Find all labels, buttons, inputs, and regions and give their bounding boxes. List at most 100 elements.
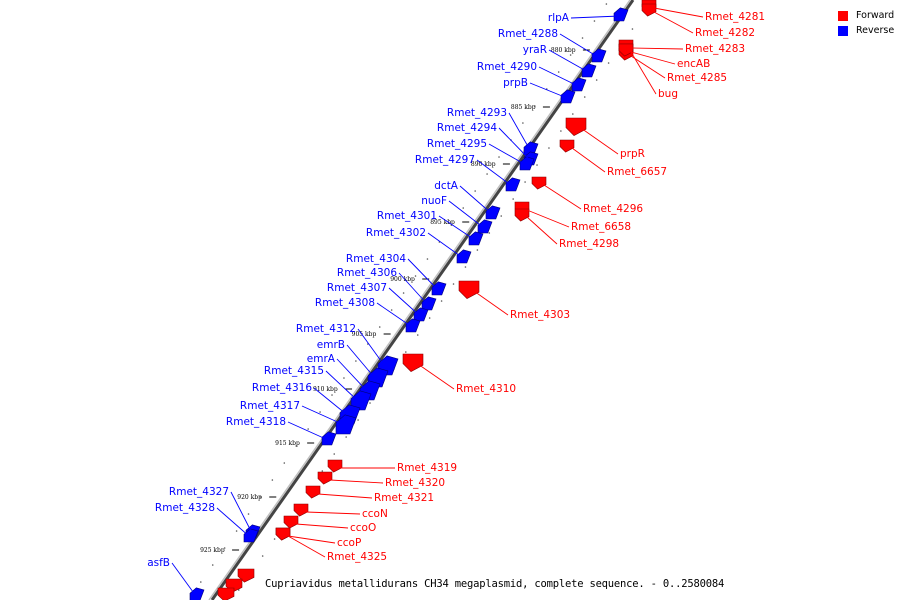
tick-label-920-kbp: 920 kbp: [237, 494, 262, 501]
gene-block-rmet-6657: [559, 139, 575, 153]
tick-label-910-kbp: 910 kbp: [313, 386, 338, 393]
legend-forward: Forward: [838, 8, 894, 23]
legend-forward-label: Forward: [856, 10, 895, 21]
leader-line-prpb: [529, 82, 568, 99]
gene-label-prpb: prpB: [503, 77, 528, 89]
gene-block-rmet-4325: [275, 527, 291, 541]
gene-block-rlpa: [613, 7, 629, 22]
leader-line-rmet-4303: [470, 288, 509, 316]
leader-line-rmet-4321: [317, 493, 373, 499]
gene-label-rmet-4293: Rmet_4293: [447, 107, 507, 119]
footer-caption: Cupriavidus metallidurans CH34 megaplasm…: [265, 578, 725, 590]
reverse-swatch: [838, 25, 848, 36]
leader-line-rmet-4306: [398, 272, 429, 306]
gene-label-ccoo: ccoO: [350, 522, 376, 534]
gene-label-rmet-4328: Rmet_4328: [155, 502, 215, 514]
legend-reverse: Reverse: [838, 23, 894, 38]
leader-line-rmet-4283: [630, 47, 684, 50]
gene-block-rmet-4301: [468, 231, 484, 246]
leader-line-rmet-4304: [407, 258, 439, 291]
tick-label-915-kbp: 915 kbp: [275, 440, 300, 447]
leader-line-rmet-4293: [508, 112, 531, 151]
gene-label-rmet-4310: Rmet_4310: [456, 383, 516, 395]
gene-label-emrb: emrB: [317, 339, 345, 351]
gene-block-rmet-4298: [514, 208, 530, 222]
gene-block-rmet-4303: [458, 280, 480, 299]
leader-line-yrar: [548, 49, 589, 73]
gene-label-bug: bug: [658, 88, 678, 100]
gene-block-rmet-4308: [405, 318, 421, 333]
leader-line-rmet-4318: [287, 421, 329, 441]
gene-label-rmet-4327: Rmet_4327: [169, 486, 229, 498]
leader-line-rmet-4327: [230, 491, 253, 534]
gene-block-dcta: [485, 205, 501, 220]
gene-block-rmet-4328: [243, 528, 259, 543]
gene-label-rmet-4283: Rmet_4283: [685, 43, 745, 55]
gene-label-dcta: dctA: [434, 180, 459, 192]
gene-label-rmet-4281: Rmet_4281: [705, 11, 765, 23]
gene-label-rmet-4304: Rmet_4304: [346, 253, 406, 265]
gene-label-rmet-6658: Rmet_6658: [571, 221, 631, 233]
leader-line-rmet-4298: [526, 216, 558, 245]
tick-label-895-kbp: 895 kbp: [430, 219, 455, 226]
leader-line-asfb: [171, 562, 197, 597]
gene-label-rmet-4301: Rmet_4301: [377, 210, 437, 222]
gene-block-rmet-4282: [641, 3, 657, 17]
sequence-backbone-shadow: [210, 0, 635, 600]
leader-line-rmet-4285: [630, 55, 666, 79]
gene-label-rmet-4297: Rmet_4297: [415, 154, 475, 166]
gene-block-rmet-4297: [505, 177, 521, 192]
leader-line-rmet-4320: [329, 479, 384, 484]
leader-line-rmet-4297: [476, 159, 513, 187]
gene-label-ccop: ccoP: [337, 537, 361, 549]
gene-block-rmet-4306: [421, 296, 437, 311]
gene-label-rmet-4302: Rmet_4302: [366, 227, 426, 239]
gene-label-emra: emrA: [307, 353, 336, 365]
gene-label-rmet-4319: Rmet_4319: [397, 462, 457, 474]
leader-line-rmet-4317: [301, 405, 343, 425]
leader-line-rmet-4308: [376, 302, 413, 328]
legend-reverse-label: Reverse: [856, 25, 895, 36]
gene-block-rmet-4288: [591, 48, 607, 63]
gene-block-prpr: [565, 117, 587, 136]
leader-line-rmet-4307: [388, 287, 421, 317]
leader-line-rmet-4282: [653, 11, 694, 34]
leader-line-rmet-6657: [571, 147, 606, 173]
leader-line-rmet-4312: [357, 328, 385, 366]
forward-swatch: [838, 10, 848, 21]
gene-label-encab: encAB: [677, 58, 710, 70]
leader-line-rmet-6658: [526, 209, 570, 228]
gene-label-rmet-4318: Rmet_4318: [226, 416, 286, 428]
gene-block-yrar: [581, 63, 597, 78]
tick-label-905-kbp: 905 kbp: [352, 331, 377, 338]
gene-block-rmet-4315: [350, 390, 372, 411]
gene-label-rmet-4296: Rmet_4296: [583, 203, 643, 215]
gene-block-rmet-4317: [335, 414, 357, 435]
gene-block-asfb: [189, 587, 205, 600]
leader-line-ccon: [305, 511, 361, 515]
gene-label-rmet-6657: Rmet_6657: [607, 166, 667, 178]
gene-label-rmet-4315: Rmet_4315: [264, 365, 324, 377]
gene-label-rmet-4294: Rmet_4294: [437, 122, 497, 134]
leader-line-rmet-4316: [313, 387, 347, 415]
leader-line-rmet-4290: [538, 66, 579, 87]
leader-line-ccop: [287, 535, 336, 544]
gene-block-rmet-4310: [402, 353, 424, 372]
gene-block-rmet-4304: [431, 281, 447, 296]
gene-block-bug: [618, 43, 634, 57]
gene-block-rmet-4319: [327, 459, 343, 473]
gene-block-nuof: [477, 219, 493, 234]
gene-label-rmet-4317: Rmet_4317: [240, 400, 300, 412]
leader-line-rmet-4325: [287, 535, 326, 558]
sequence-backbone: [208, 0, 631, 600]
leader-line-nuof: [448, 200, 485, 229]
gene-label-rlpa: rlpA: [548, 12, 570, 24]
leader-line-rmet-4302: [427, 232, 464, 259]
gene-label-prpr: prpR: [620, 148, 645, 160]
gene-block-prpb: [560, 89, 576, 104]
leader-line-rmet-4281: [653, 7, 704, 18]
leader-line-prpr: [577, 125, 619, 155]
gene-label-rmet-4295: Rmet_4295: [427, 138, 487, 150]
gene-block-rmet-4307: [413, 307, 429, 322]
